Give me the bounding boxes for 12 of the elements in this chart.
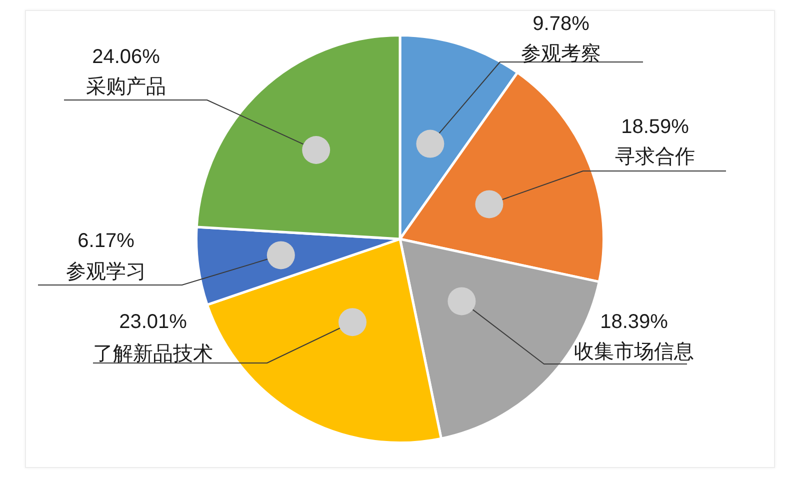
data-label: 23.01% xyxy=(119,311,188,333)
slice-label: 寻求合作 xyxy=(615,146,695,168)
data-label: 18.59% xyxy=(621,116,690,138)
data-label: 6.17% xyxy=(78,230,135,252)
slice-label: 参观学习 xyxy=(66,261,146,283)
slice-label: 收集市场信息 xyxy=(574,341,694,363)
data-label: 18.39% xyxy=(600,311,668,333)
data-label: 24.06% xyxy=(92,46,160,68)
slice-label: 了解新品技术 xyxy=(93,343,213,365)
slice-label: 采购产品 xyxy=(86,76,166,98)
slice-label: 参观考察 xyxy=(521,43,601,65)
data-label: 9.78% xyxy=(532,13,590,35)
